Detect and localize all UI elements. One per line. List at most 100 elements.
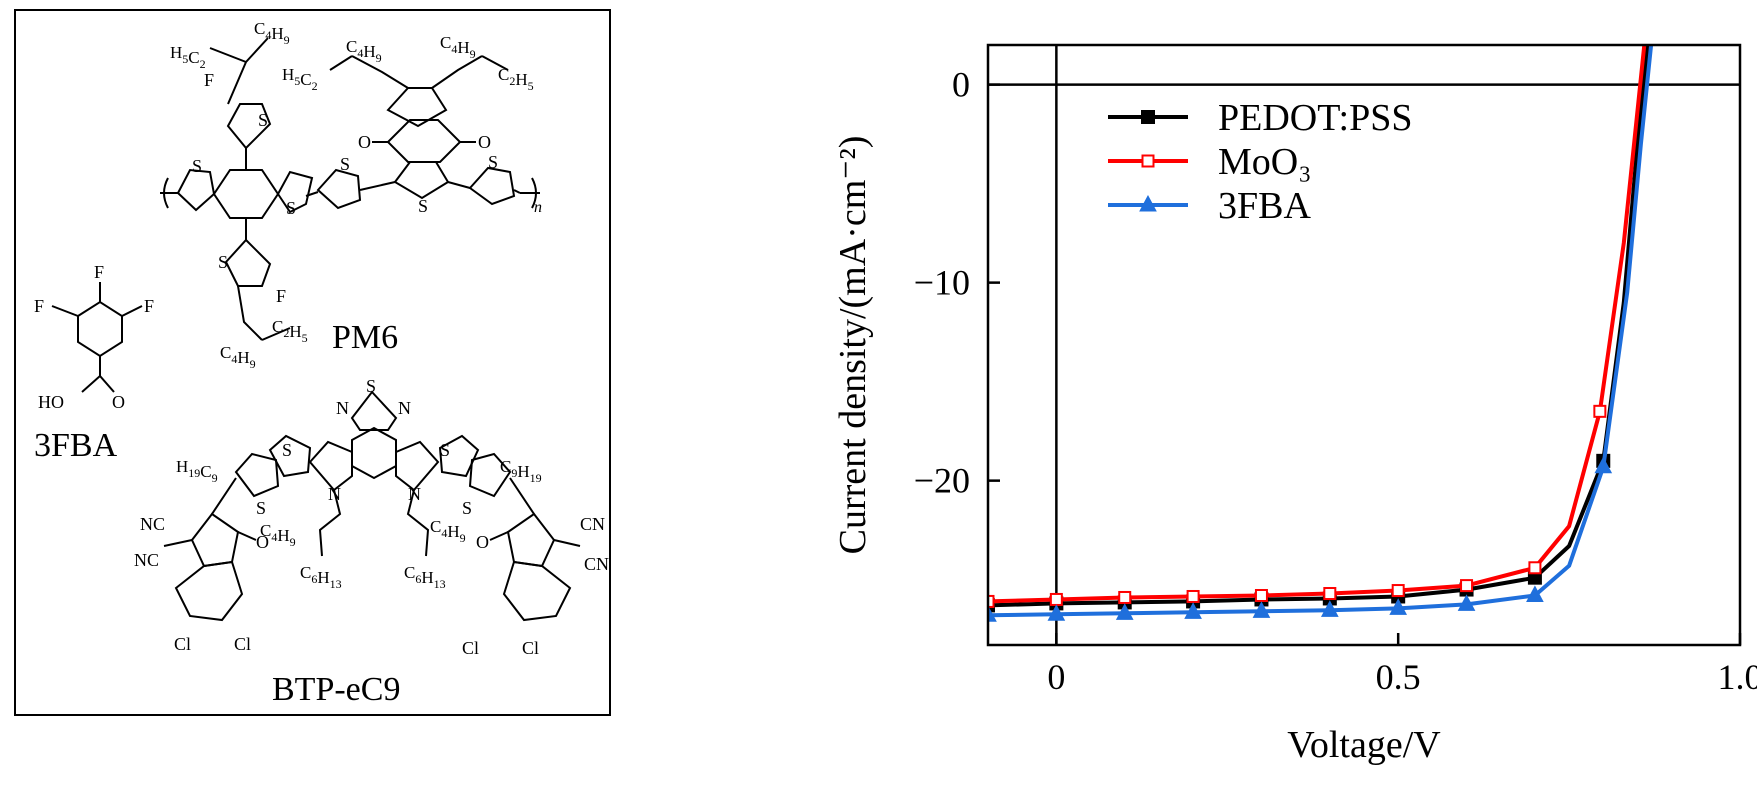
series-line: [988, 45, 1647, 604]
plot-frame: [986, 43, 1742, 647]
fba-label: 3FBA: [34, 427, 118, 464]
atom-label-o: O: [112, 392, 125, 412]
data-point: [1323, 587, 1337, 601]
legend-entry: 3FBA: [1108, 185, 1311, 227]
series-line: [988, 45, 1650, 608]
data-point: [1184, 602, 1202, 619]
series-2: [988, 45, 1654, 622]
series-0: [988, 45, 1650, 613]
data-point: [1047, 604, 1066, 621]
data-point: [1254, 592, 1269, 607]
legend-marker: [1139, 194, 1157, 212]
x-tick-label: 0.5: [1376, 657, 1421, 697]
pm6-atom-labels: S S S S S S S O O F F n H5C2 C4H9 H5C2 C…: [170, 19, 542, 371]
data-point: [1186, 594, 1201, 609]
fba-structure: [51, 282, 143, 393]
btp-atom-labels: S N N S S S S N N O O NC NC CN CN Cl Cl …: [134, 376, 609, 658]
reference-lines: [988, 45, 1740, 645]
data-point: [988, 605, 997, 622]
pm6-structure: [160, 37, 540, 341]
atom-label-nc: NC: [140, 514, 165, 534]
legend-label: 3FBA: [1218, 185, 1311, 227]
chain-label: C4H9: [346, 37, 382, 65]
data-point: [1527, 570, 1542, 585]
data-point: [1596, 453, 1611, 468]
chain-label: C6H13: [300, 563, 342, 591]
y-axis-label: Current density/(mA·cm⁻²): [832, 136, 874, 555]
structures-frame: [14, 9, 611, 716]
y-tick-label: −20: [914, 461, 970, 501]
legend-entry: MoO₃: [1108, 141, 1311, 183]
data-point: [1526, 585, 1544, 602]
series-line: [988, 45, 1654, 618]
data-point: [1049, 596, 1064, 611]
chemical-structures-panel: S S S S S S S O O F F n H5C2 C4H9 H5C2 C…: [14, 9, 611, 716]
chain-label: H5C2: [282, 65, 318, 93]
atom-label-f: F: [94, 262, 104, 282]
atom-label-nc: NC: [134, 550, 159, 570]
data-point: [988, 594, 995, 608]
atom-label-s: S: [282, 440, 292, 460]
chain-label: C4H9: [260, 521, 296, 549]
chain-label: C2H5: [272, 317, 308, 345]
btp-label: BTP-eC9: [272, 671, 400, 708]
axis-tick-labels: 0 0.5 1.0 0 −10 −20: [914, 65, 1757, 697]
data-point: [988, 598, 995, 613]
btp-structure: [163, 390, 581, 622]
data-point: [1115, 603, 1134, 620]
chain-label: C6H13: [404, 563, 446, 591]
atom-label-n: N: [398, 398, 411, 418]
data-point: [1049, 592, 1063, 606]
series-1: [988, 45, 1647, 608]
data-point: [1252, 601, 1271, 618]
atom-label-ho: HO: [38, 392, 64, 412]
fba-atom-labels: F F F HO O: [34, 262, 154, 412]
chain-label: C9H19: [500, 457, 542, 485]
legend-label: PEDOT:PSS: [1218, 97, 1413, 139]
data-point: [1322, 591, 1337, 606]
chain-label: H5C2: [170, 43, 206, 71]
legend-entry: PEDOT:PSS: [1108, 97, 1413, 139]
data-point: [1593, 404, 1607, 418]
atom-label-n: N: [336, 398, 349, 418]
atom-label-s: S: [340, 154, 350, 174]
atom-label-s: S: [256, 498, 266, 518]
atom-label-s: S: [462, 498, 472, 518]
chain-label: C4H9: [440, 33, 476, 61]
atom-label-s: S: [488, 152, 498, 172]
x-tick-label: 0: [1047, 657, 1065, 697]
atom-label-s: S: [286, 198, 296, 218]
atom-label-n: N: [408, 484, 421, 504]
legend-marker: [1141, 154, 1155, 168]
atom-label-s: S: [366, 376, 376, 396]
axis-ticks: [988, 83, 1742, 645]
series-layer: [988, 45, 1654, 622]
atom-label-cl: Cl: [174, 634, 191, 654]
atom-label-cl: Cl: [234, 634, 251, 654]
data-point: [1460, 579, 1474, 593]
chain-label: H19C9: [176, 457, 218, 485]
atom-label-n: N: [328, 484, 341, 504]
data-point: [1594, 456, 1613, 474]
chain-label: C4H9: [430, 517, 466, 545]
data-point: [1389, 598, 1408, 615]
data-point: [1459, 582, 1474, 597]
polymer-subscript-n: n: [534, 199, 542, 216]
x-tick-label: 1.0: [1718, 657, 1757, 697]
atom-label-s: S: [218, 252, 228, 272]
pm6-label: PM6: [332, 319, 398, 356]
atom-label-o: O: [256, 532, 269, 552]
legend-marker: [1141, 110, 1155, 124]
data-point: [1391, 589, 1406, 604]
atom-label-f: F: [276, 286, 286, 306]
x-axis-label: Voltage/V: [1287, 724, 1441, 766]
chain-label: C2H5: [498, 65, 534, 93]
data-point: [1117, 595, 1132, 610]
atom-label-f: F: [144, 296, 154, 316]
chain-label: C4H9: [220, 343, 256, 371]
atom-label-s: S: [440, 440, 450, 460]
atom-label-s: S: [418, 196, 428, 216]
atom-label-cn: CN: [580, 514, 605, 534]
atom-label-o: O: [476, 532, 489, 552]
data-point: [1320, 600, 1339, 617]
